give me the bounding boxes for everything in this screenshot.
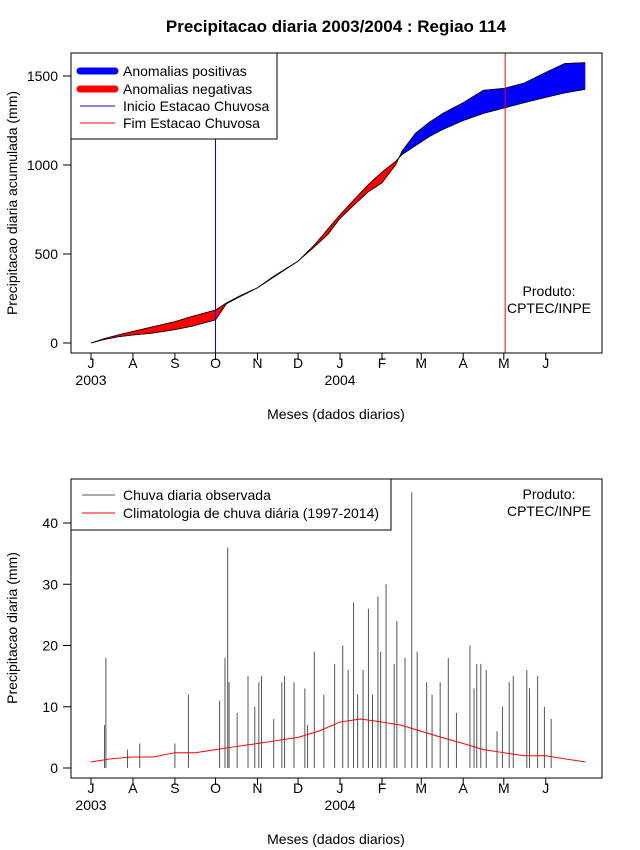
cumulative-x-tick-label: A <box>459 355 469 371</box>
daily-x-tick-label: M <box>415 780 427 796</box>
daily-plot-area <box>90 492 586 768</box>
daily-y-tick-label: 30 <box>42 576 58 592</box>
legend-climatology-label: Climatologia de chuva diária (1997-2014) <box>123 505 379 521</box>
cumulative-x-tick-label: O <box>210 355 221 371</box>
daily-y-axis: 0 10 20 30 40 <box>42 515 72 776</box>
legend-end-label: Fim Estacao Chuvosa <box>123 115 260 131</box>
cumulative-year-label: 2004 <box>324 372 355 388</box>
daily-year-label: 2004 <box>324 797 355 813</box>
daily-product-source: CPTEC/INPE <box>507 503 591 519</box>
daily-y-tick-label: 40 <box>42 515 58 531</box>
cumulative-x-tick-label: N <box>252 355 262 371</box>
legend-negative-label: Anomalias negativas <box>123 81 252 97</box>
cumulative-product-label: Produto: <box>523 283 576 299</box>
daily-x-tick-label: D <box>293 780 303 796</box>
cumulative-product-source: CPTEC/INPE <box>507 300 591 316</box>
daily-x-tick-label: S <box>170 780 179 796</box>
cumulative-x-tick-label: F <box>378 355 387 371</box>
daily-y-tick-label: 0 <box>50 760 58 776</box>
climatology-daily-line <box>90 718 586 763</box>
daily-x-tick-label: A <box>459 780 469 796</box>
legend-start-label: Inicio Estacao Chuvosa <box>123 98 270 114</box>
legend-observed-label: Chuva diaria observada <box>123 487 271 503</box>
daily-x-axis-label: Meses (dados diarios) <box>267 831 405 847</box>
observed-cumulative-line <box>90 62 586 344</box>
cumulative-year-label: 2003 <box>75 372 106 388</box>
cumulative-y-tick-label: 500 <box>35 246 59 262</box>
daily-legend: Chuva diaria observada Climatologia de c… <box>70 478 392 531</box>
daily-x-tick-label: J <box>337 780 344 796</box>
daily-x-tick-label: J <box>542 780 549 796</box>
cumulative-x-tick-label: S <box>170 355 179 371</box>
cumulative-x-axis-label: Meses (dados diarios) <box>267 406 405 422</box>
cumulative-x-tick-label: M <box>498 355 510 371</box>
cumulative-x-tick-label: J <box>337 355 344 371</box>
cumulative-y-tick-label: 0 <box>50 335 58 351</box>
climatology-cumulative-line <box>90 88 586 344</box>
daily-year-label: 2003 <box>75 797 106 813</box>
legend-positive-label: Anomalias positivas <box>123 63 247 79</box>
cumulative-legend-box <box>70 52 278 140</box>
daily-y-axis-label: Precipitacao diaria (mm) <box>4 552 20 704</box>
daily-y-tick-label: 20 <box>42 638 58 654</box>
daily-x-tick-label: J <box>88 780 95 796</box>
cumulative-y-tick-label: 1000 <box>27 157 58 173</box>
cumulative-y-tick-label: 1500 <box>27 68 58 84</box>
page-title: Precipitacao diaria 2003/2004 : Regiao 1… <box>166 17 507 36</box>
daily-y-tick-label: 10 <box>42 699 58 715</box>
cumulative-x-tick-label: A <box>128 355 138 371</box>
daily-legend-box <box>70 478 392 531</box>
cumulative-y-axis-label: Precipitacao diaria acumulada (mm) <box>4 91 20 315</box>
positive-anomaly-area <box>583 62 586 90</box>
daily-x-tick-label: F <box>378 780 387 796</box>
daily-x-tick-label: N <box>252 780 262 796</box>
daily-x-tick-label: A <box>128 780 138 796</box>
cumulative-y-axis: 0 500 1000 1500 <box>27 68 72 351</box>
cumulative-x-tick-label: J <box>542 355 549 371</box>
cumulative-x-tick-label: D <box>293 355 303 371</box>
cumulative-x-tick-label: J <box>88 355 95 371</box>
cumulative-plot-area <box>90 53 586 353</box>
cumulative-x-tick-label: M <box>415 355 427 371</box>
daily-x-tick-label: O <box>210 780 221 796</box>
daily-x-tick-label: M <box>498 780 510 796</box>
cumulative-legend: Anomalias positivas Anomalias negativas … <box>70 52 278 140</box>
daily-product-label: Produto: <box>523 486 576 502</box>
